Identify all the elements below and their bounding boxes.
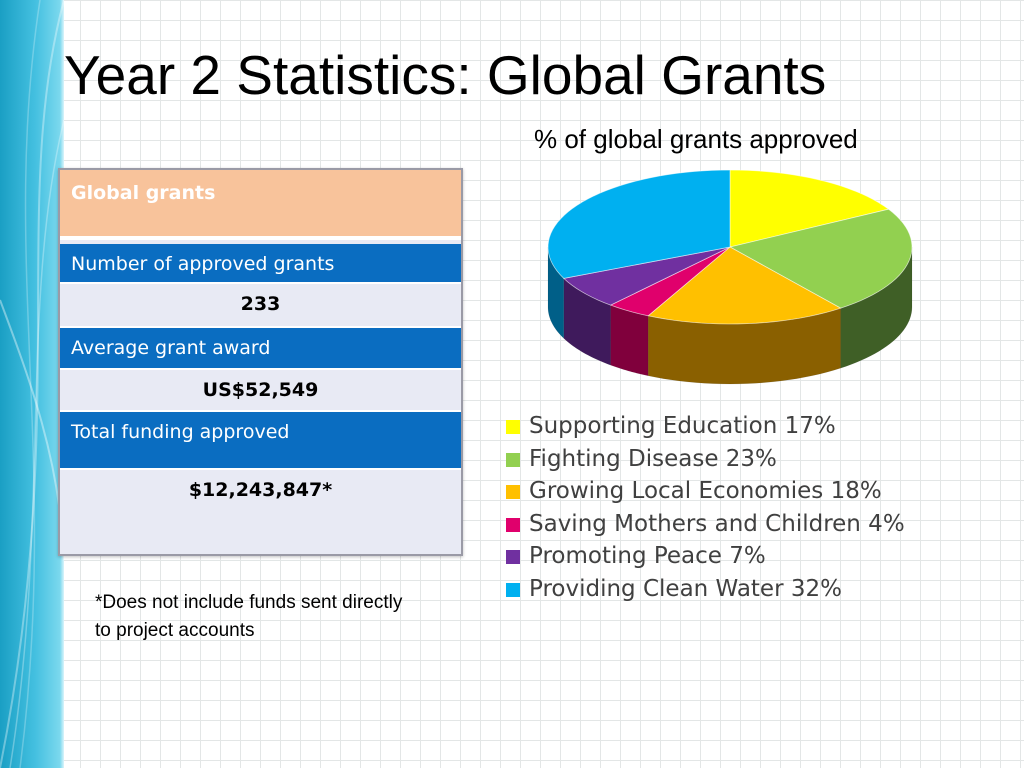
legend-swatch xyxy=(506,582,520,597)
pie-side-walls xyxy=(547,246,913,385)
pie-side-saving-mothers-and-children xyxy=(610,304,649,377)
legend-label: Promoting Peace 7% xyxy=(529,543,766,570)
legend-swatch xyxy=(506,420,520,434)
side-wave-pattern xyxy=(0,0,64,768)
pie-slice-promoting-peace xyxy=(562,246,731,306)
chart-title: % of global grants approved xyxy=(534,124,858,154)
pie-slice-fighting-disease xyxy=(728,208,913,309)
legend-item-growing-local-economies: Growing Local Economies 18% xyxy=(506,476,986,509)
legend-label: Growing Local Economies 18% xyxy=(529,478,882,505)
legend-swatch xyxy=(506,485,520,500)
pie-top-faces xyxy=(547,169,913,325)
footnote: *Does not include funds sent directly to… xyxy=(95,592,403,641)
table-row-value-approved-grants: 233 xyxy=(60,284,461,328)
table-row-value-total-funding: $12,243,847* xyxy=(60,470,461,554)
pie-slice-providing-clean-water xyxy=(547,169,731,279)
legend-label: Fighting Disease 23% xyxy=(529,445,777,472)
global-grants-table: Global grants Number of approved grants … xyxy=(58,168,463,556)
legend-label: Supporting Education 17% xyxy=(529,413,836,439)
legend-label: Providing Clean Water 32% xyxy=(529,575,842,602)
chart-legend: Supporting Education 17% Fighting Disease… xyxy=(506,411,986,607)
table-header: Global grants xyxy=(60,170,461,240)
legend-item-providing-clean-water: Providing Clean Water 32% xyxy=(506,574,986,607)
legend-item-fighting-disease: Fighting Disease 23% xyxy=(506,444,986,477)
legend-swatch xyxy=(506,517,520,532)
pie-slice-supporting-education xyxy=(729,169,890,248)
table-row-label-total-funding: Total funding approved xyxy=(60,412,461,470)
legend-item-supporting-education: Supporting Education 17% xyxy=(506,411,986,444)
legend-item-promoting-peace: Promoting Peace 7% xyxy=(506,541,986,574)
table-row-value-average-award: US$52,549 xyxy=(60,370,461,412)
legend-label: Saving Mothers and Children 4% xyxy=(529,510,905,537)
pie-chart xyxy=(547,169,913,385)
table-row-label-approved-grants: Number of approved grants xyxy=(60,244,461,284)
legend-item-saving-mothers-and-children: Saving Mothers and Children 4% xyxy=(506,509,986,542)
slide-title: Year 2 Statistics: Global Grants xyxy=(64,44,827,106)
legend-swatch xyxy=(506,452,520,467)
pie-slice-growing-local-economies xyxy=(647,246,842,325)
pie-slice-saving-mothers-and-children xyxy=(609,246,731,317)
table-row-label-average-award: Average grant award xyxy=(60,328,461,370)
side-decoration-band xyxy=(0,0,64,768)
legend-swatch xyxy=(506,550,520,565)
